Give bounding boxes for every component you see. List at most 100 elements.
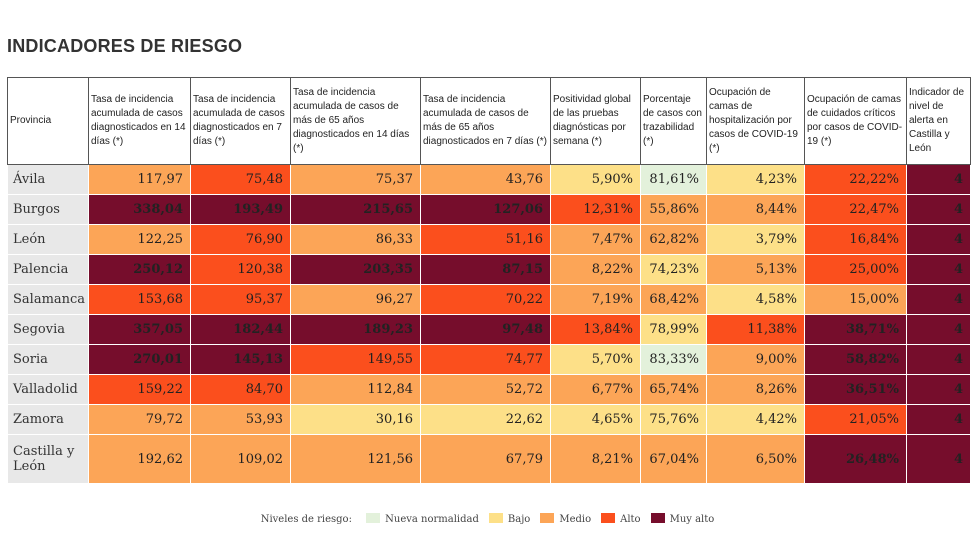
legend-item: Alto (601, 513, 641, 525)
legend-label: Bajo (507, 514, 531, 525)
page-title: INDICADORES DE RIESGO (7, 36, 243, 56)
value-cell: 7,19% (550, 284, 641, 315)
value-cell: 96,27 (290, 284, 421, 315)
value-cell: 8,21% (550, 434, 641, 484)
value-cell: 145,13 (190, 344, 291, 375)
value-cell: 4 (906, 194, 971, 225)
value-cell: 62,82% (640, 224, 707, 255)
value-cell: 270,01 (88, 344, 191, 375)
table-row: Ávila 117,97 75,48 75,37 43,76 5,90% 81,61% 4,2… (7, 164, 971, 195)
value-cell: 75,76% (640, 404, 707, 435)
value-cell: 357,05 (88, 314, 191, 345)
province-cell: Castilla y León (7, 434, 89, 484)
value-cell: 12,31% (550, 194, 641, 225)
column-header: Tasa de incidencia acumulada de casos di… (88, 77, 191, 165)
value-cell: 182,44 (190, 314, 291, 345)
value-cell: 30,16 (290, 404, 421, 435)
value-cell: 193,49 (190, 194, 291, 225)
province-cell: Soria (7, 344, 89, 375)
value-cell: 74,77 (420, 344, 551, 375)
value-cell: 22,62 (420, 404, 551, 435)
value-cell: 78,99% (640, 314, 707, 345)
value-cell: 87,15 (420, 254, 551, 285)
value-cell: 15,00% (804, 284, 907, 315)
value-cell: 4 (906, 404, 971, 435)
value-cell: 338,04 (88, 194, 191, 225)
value-cell: 5,13% (706, 254, 805, 285)
value-cell: 67,04% (640, 434, 707, 484)
legend-swatch (488, 513, 503, 523)
legend-label: Alto (620, 514, 641, 525)
province-cell: León (7, 224, 89, 255)
table-body: Ávila 117,97 75,48 75,37 43,76 5,90% 81,61% 4,2… (7, 164, 971, 484)
province-cell: Burgos (7, 194, 89, 225)
value-cell: 4 (906, 434, 971, 484)
value-cell: 149,55 (290, 344, 421, 375)
legend-item: Medio (540, 513, 591, 525)
value-cell: 65,74% (640, 374, 707, 405)
value-cell: 16,84% (804, 224, 907, 255)
province-cell: Valladolid (7, 374, 89, 405)
table-row: Burgos 338,04 193,49 215,65 127,06 12,31% 55,8… (7, 194, 971, 225)
value-cell: 25,00% (804, 254, 907, 285)
legend-swatch (601, 513, 616, 523)
value-cell: 83,33% (640, 344, 707, 375)
value-cell: 112,84 (290, 374, 421, 405)
value-cell: 13,84% (550, 314, 641, 345)
value-cell: 109,02 (190, 434, 291, 484)
table-row: León 122,25 76,90 86,33 51,16 7,47% 62,82% 3,79… (7, 224, 971, 255)
value-cell: 11,38% (706, 314, 805, 345)
value-cell: 86,33 (290, 224, 421, 255)
value-cell: 67,79 (420, 434, 551, 484)
column-header: Provincia (7, 77, 89, 165)
value-cell: 127,06 (420, 194, 551, 225)
value-cell: 4 (906, 254, 971, 285)
value-cell: 22,47% (804, 194, 907, 225)
value-cell: 4 (906, 314, 971, 345)
legend-title: Niveles de riesgo: (260, 514, 352, 525)
table-row: Zamora 79,72 53,93 30,16 22,62 4,65% 75,76% 4,4… (7, 404, 971, 435)
value-cell: 121,56 (290, 434, 421, 484)
value-cell: 153,68 (88, 284, 191, 315)
value-cell: 81,61% (640, 164, 707, 195)
table-row: Castilla y León 192,62 109,02 121,56 67,79 8,… (7, 434, 971, 484)
province-cell: Ávila (7, 164, 89, 195)
province-cell: Palencia (7, 254, 89, 285)
value-cell: 6,50% (706, 434, 805, 484)
value-cell: 75,37 (290, 164, 421, 195)
value-cell: 117,97 (88, 164, 191, 195)
column-header: Porcentaje de casos con trazabilidad (*) (640, 77, 707, 165)
column-header: Ocupación de camas de cuidados críticos … (804, 77, 907, 165)
value-cell: 4 (906, 164, 971, 195)
value-cell: 215,65 (290, 194, 421, 225)
value-cell: 21,05% (804, 404, 907, 435)
value-cell: 43,76 (420, 164, 551, 195)
value-cell: 58,82% (804, 344, 907, 375)
value-cell: 4,58% (706, 284, 805, 315)
value-cell: 75,48 (190, 164, 291, 195)
value-cell: 6,77% (550, 374, 641, 405)
value-cell: 68,42% (640, 284, 707, 315)
column-header: Tasa de incidencia acumulada de casos di… (190, 77, 291, 165)
value-cell: 120,38 (190, 254, 291, 285)
value-cell: 26,48% (804, 434, 907, 484)
table-row: Valladolid 159,22 84,70 112,84 52,72 6,77% 65,… (7, 374, 971, 405)
province-cell: Salamanca (7, 284, 89, 315)
value-cell: 51,16 (420, 224, 551, 255)
legend-items: Nueva normalidad Bajo Medio Alto Muy alto (361, 513, 719, 525)
value-cell: 122,25 (88, 224, 191, 255)
province-cell: Segovia (7, 314, 89, 345)
column-header: Tasa de incidencia acumulada de casos de… (290, 77, 421, 165)
value-cell: 203,35 (290, 254, 421, 285)
value-cell: 79,72 (88, 404, 191, 435)
column-header: Positividad global de las pruebas diagnó… (550, 77, 641, 165)
legend-label: Medio (559, 514, 592, 525)
value-cell: 4 (906, 374, 971, 405)
value-cell: 4,65% (550, 404, 641, 435)
value-cell: 95,37 (190, 284, 291, 315)
value-cell: 4 (906, 344, 971, 375)
value-cell: 9,00% (706, 344, 805, 375)
value-cell: 4 (906, 224, 971, 255)
province-cell: Zamora (7, 404, 89, 435)
value-cell: 38,71% (804, 314, 907, 345)
